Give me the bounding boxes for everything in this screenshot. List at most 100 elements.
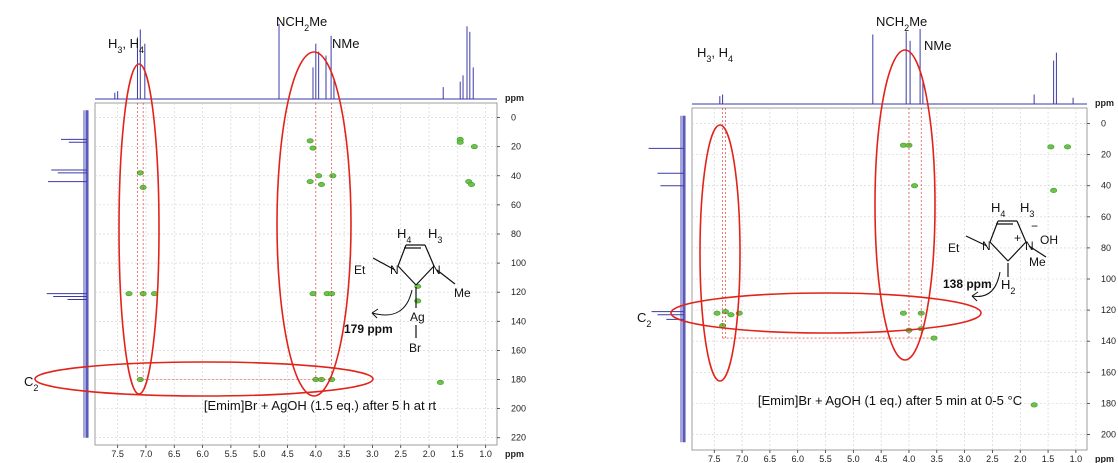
carbon-baseline-noise	[680, 116, 686, 442]
caption: [Emim]Br + AgOH (1 eq.) after 5 min at 0…	[758, 393, 1022, 408]
y-tick-label: 140	[511, 316, 526, 326]
cross-peak	[1048, 145, 1054, 149]
y-tick-label: 120	[1101, 305, 1116, 315]
y-tick-label: 120	[511, 287, 526, 297]
h3-h4-label: H3, H4	[697, 45, 733, 64]
hydroxide: OH	[1040, 233, 1058, 247]
y-axis-label: ppm	[1095, 98, 1114, 108]
y-tick-label: 40	[1101, 181, 1111, 191]
y-tick-label: 100	[511, 258, 526, 268]
cross-peak	[307, 139, 313, 143]
me-group: Me	[1029, 255, 1046, 269]
x-tick-label: 1.5	[451, 449, 464, 459]
cross-peak	[315, 174, 321, 178]
cross-peak	[457, 140, 463, 144]
x-tick-label: 3.5	[931, 454, 944, 463]
x-tick-label: 1.5	[1042, 454, 1055, 463]
cross-peak	[911, 184, 917, 188]
x-tick-label: 3.0	[958, 454, 971, 463]
y-tick-label: 60	[511, 200, 521, 210]
y-tick-label: 60	[1101, 212, 1111, 222]
x-tick-label: 2.5	[986, 454, 999, 463]
cross-peak	[1031, 403, 1037, 407]
x-tick-label: 7.0	[140, 449, 153, 459]
cross-peak	[471, 144, 477, 148]
x-axis-label: ppm	[1095, 454, 1114, 463]
y-tick-label: 220	[511, 433, 526, 443]
cross-peak	[318, 182, 324, 186]
cross-peak	[137, 171, 143, 175]
minus-charge: −	[1031, 219, 1038, 233]
y-tick-label: 160	[511, 345, 526, 355]
x-tick-label: 4.5	[281, 449, 294, 459]
y-tick-label: 0	[1101, 119, 1106, 129]
nch2me-label: NCH2Me	[276, 14, 327, 33]
n2-atom: N	[432, 263, 441, 277]
x-tick-label: 6.5	[764, 454, 777, 463]
me-group: Me	[454, 286, 471, 300]
x-tick-label: 4.0	[903, 454, 916, 463]
y-tick-label: 80	[511, 229, 521, 239]
nch2me-label: NCH2Me	[876, 14, 927, 33]
shift-annotation: 138 ppm	[943, 277, 992, 291]
x-tick-label: 7.5	[708, 454, 721, 463]
hsqc-panel-2: 7.5 7.0 6.5 6.0 5.5 5.0 4.5 4.0 3.5 3.0 2.5 2.0 1.5 1…	[637, 14, 1116, 463]
ag-atom: Ag	[410, 310, 425, 324]
x-axis-label: ppm	[505, 449, 524, 459]
y-tick-label: 200	[1101, 429, 1116, 439]
y-tick-label: 100	[1101, 274, 1116, 284]
y-axis-label: ppm	[505, 93, 524, 103]
cross-peak	[468, 182, 474, 186]
y-tick-label: 160	[1101, 367, 1116, 377]
y-tick-label: 80	[1101, 243, 1111, 253]
y-tick-label: 140	[1101, 336, 1116, 346]
y-tick-label: 180	[1101, 398, 1116, 408]
cross-peak	[310, 291, 316, 295]
x-tick-label: 2.0	[423, 449, 436, 459]
x-tick-label: 1.0	[479, 449, 492, 459]
cross-peak	[437, 380, 443, 384]
x-tick-label: 6.0	[196, 449, 209, 459]
cross-peak	[330, 174, 336, 178]
nme-label: NMe	[924, 38, 951, 53]
y-tick-label: 20	[511, 142, 521, 152]
carbon-baseline-noise	[83, 110, 89, 437]
cross-peak	[307, 179, 313, 183]
x-tick-label: 5.5	[819, 454, 832, 463]
cross-peak	[900, 311, 906, 315]
cross-peak	[931, 336, 937, 340]
cross-peak	[728, 313, 734, 317]
x-tick-label: 4.5	[875, 454, 888, 463]
x-tick-label: 2.5	[394, 449, 407, 459]
x-tick-label: 7.0	[736, 454, 749, 463]
x-tick-label: 5.0	[847, 454, 860, 463]
hsqc-panel-1: 7.5 7.0 6.5 6.0 5.5 5.0 4.5 4.0 3.5 3.0 2.5 2.0 1.5 1…	[24, 14, 526, 459]
n2-atom: N	[1025, 239, 1034, 253]
x-tick-label: 2.0	[1014, 454, 1027, 463]
nme-label: NMe	[332, 36, 359, 51]
y-tick-label: 180	[511, 375, 526, 385]
y-tick-label: 0	[511, 113, 516, 123]
x-tick-label: 5.0	[253, 449, 266, 459]
y-tick-label: 40	[511, 171, 521, 181]
plus-charge: +	[1014, 231, 1021, 245]
y-tick-label: 200	[511, 404, 526, 414]
caption: [Emim]Br + AgOH (1.5 eq.) after 5 h at r…	[204, 398, 437, 413]
cross-peak	[714, 311, 720, 315]
et-group: Et	[948, 241, 960, 255]
x-tick-label: 5.5	[225, 449, 238, 459]
shift-annotation: 179 ppm	[344, 322, 393, 336]
x-tick-label: 6.5	[168, 449, 181, 459]
et-group: Et	[354, 263, 366, 277]
y-tick-label: 20	[1101, 150, 1111, 160]
x-tick-label: 7.5	[111, 449, 124, 459]
cross-peak	[1050, 188, 1056, 192]
n1-atom: N	[982, 239, 991, 253]
x-tick-label: 1.0	[1070, 454, 1083, 463]
n1-atom: N	[390, 263, 399, 277]
cross-peak	[310, 146, 316, 150]
h3-h4-label: H3, H4	[108, 36, 144, 55]
cross-peak	[126, 291, 132, 295]
x-tick-label: 6.0	[791, 454, 804, 463]
